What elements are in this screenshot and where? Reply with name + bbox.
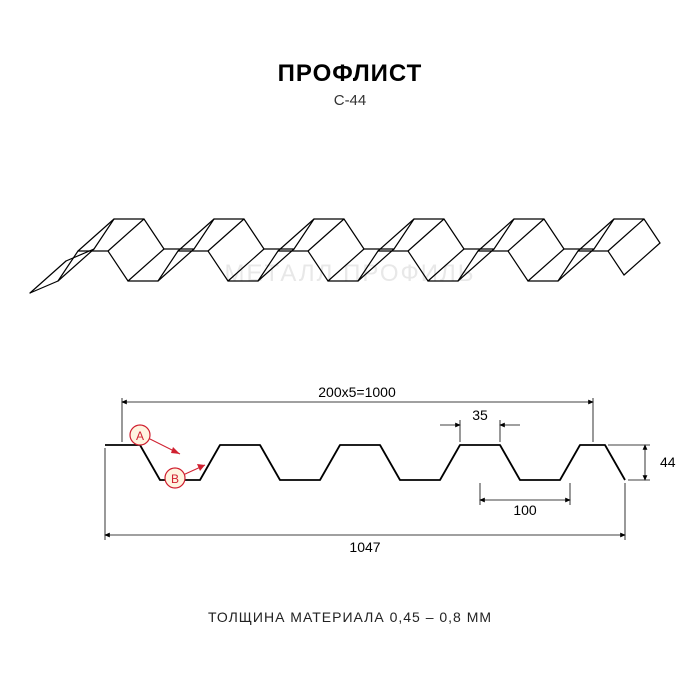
marker-a-label: A [136,429,144,443]
marker-b-label: B [171,472,179,486]
footer-thickness: ТОЛЩИНА МАТЕРИАЛА 0,45 – 0,8 ММ [0,609,700,625]
dim-gap-top: 35 [472,407,488,423]
iso-profile-drawing [0,155,700,335]
dim-top-span: 200x5=1000 [318,384,396,400]
dim-height: 44 [660,454,676,470]
section-drawing: 200x5=1000 35 100 44 1047 [0,380,700,590]
page-title: ПРОФЛИСТ [0,60,700,88]
page-subtitle: С-44 [0,92,700,109]
marker-a: A [130,425,180,454]
dim-valley: 100 [513,502,537,518]
marker-b: B [165,464,205,488]
dim-overall: 1047 [349,539,380,555]
